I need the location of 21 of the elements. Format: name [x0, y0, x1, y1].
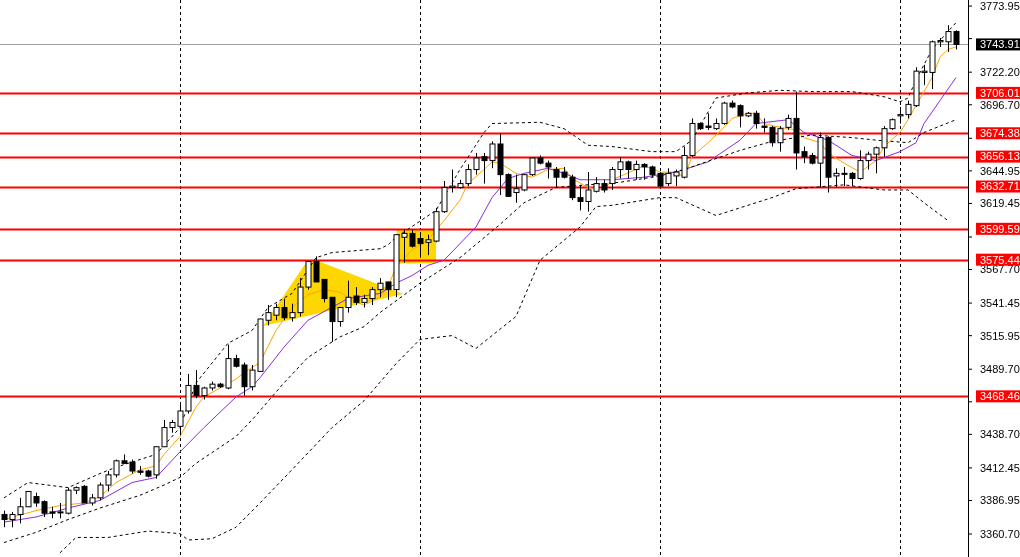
ref-line-label: 3468.46	[980, 390, 1020, 403]
ref-line-label: 3674.38	[980, 127, 1020, 140]
ref-line-label: 3743.91	[980, 38, 1020, 51]
y-tick-label: 3541.45	[980, 296, 1020, 309]
y-tick-label: 3696.70	[980, 98, 1020, 111]
y-tick-label: 3722.20	[980, 66, 1020, 79]
y-tick-label: 3360.70	[980, 527, 1020, 540]
y-tick-label: 3386.95	[980, 494, 1020, 507]
ref-line-label: 3575.44	[980, 253, 1020, 266]
ref-line-label: 3599.59	[980, 222, 1020, 235]
y-tick-label: 3489.70	[980, 363, 1020, 376]
ref-line-label: 3706.01	[980, 86, 1020, 99]
y-tick-label: 3773.95	[980, 0, 1020, 12]
ref-line-label: 3656.13	[980, 150, 1020, 163]
y-tick-label: 3619.45	[980, 197, 1020, 210]
y-tick-label: 3438.70	[980, 428, 1020, 441]
y-tick-label: 3515.95	[980, 329, 1020, 342]
y-tick-label: 3412.45	[980, 461, 1020, 474]
y-tick-label: 3567.70	[980, 263, 1020, 276]
y-tick-label: 3644.95	[980, 164, 1020, 177]
ref-line-label: 3632.71	[980, 180, 1020, 193]
